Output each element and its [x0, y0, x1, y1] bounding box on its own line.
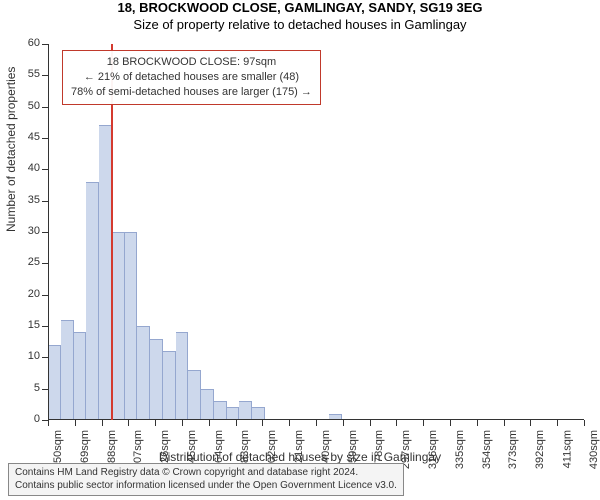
y-tick-label: 20 — [12, 288, 40, 300]
x-tick — [262, 420, 263, 426]
histogram-bar — [112, 232, 125, 420]
x-axis-line — [48, 419, 584, 420]
info-line-size: 18 BROCKWOOD CLOSE: 97sqm — [71, 55, 312, 70]
credit-line-2: Contains public sector information licen… — [15, 480, 397, 493]
x-tick — [128, 420, 129, 426]
y-tick-label: 45 — [12, 131, 40, 143]
chart-title: 18, BROCKWOOD CLOSE, GAMLINGAY, SANDY, S… — [0, 0, 600, 15]
histogram-bar — [188, 370, 201, 420]
histogram-bar — [150, 339, 163, 420]
info-line-smaller: ← 21% of detached houses are smaller (48… — [71, 70, 312, 85]
x-tick — [48, 420, 49, 426]
histogram-bar — [99, 125, 112, 420]
histogram-bar — [176, 332, 189, 420]
x-tick — [396, 420, 397, 426]
histogram-bar — [137, 326, 150, 420]
histogram-bar — [48, 345, 61, 420]
x-tick — [477, 420, 478, 426]
x-tick — [236, 420, 237, 426]
property-info-box: 18 BROCKWOOD CLOSE: 97sqm ← 21% of detac… — [62, 50, 321, 105]
x-tick — [75, 420, 76, 426]
x-tick — [182, 420, 183, 426]
credit-line-1: Contains HM Land Registry data © Crown c… — [15, 467, 397, 480]
y-tick-label: 30 — [12, 225, 40, 237]
x-tick — [530, 420, 531, 426]
x-tick — [557, 420, 558, 426]
y-tick-label: 0 — [12, 413, 40, 425]
y-tick-label: 15 — [12, 319, 40, 331]
y-tick-label: 35 — [12, 194, 40, 206]
x-tick — [316, 420, 317, 426]
x-tick — [155, 420, 156, 426]
x-tick — [504, 420, 505, 426]
y-tick-label: 55 — [12, 68, 40, 80]
histogram-bar — [239, 401, 252, 420]
y-axis-title: Number of detached properties — [4, 67, 18, 232]
histogram-bar — [86, 182, 99, 420]
x-tick — [102, 420, 103, 426]
x-tick — [209, 420, 210, 426]
x-axis-title: Distribution of detached houses by size … — [0, 450, 600, 464]
histogram-bar — [125, 232, 138, 420]
x-tick — [343, 420, 344, 426]
x-tick — [450, 420, 451, 426]
x-tick — [584, 420, 585, 426]
plot-area: 05101520253035404550556050sqm69sqm88sqm1… — [48, 44, 584, 420]
histogram-bar — [201, 389, 214, 420]
histogram-bar — [74, 332, 87, 420]
credit-box: Contains HM Land Registry data © Crown c… — [8, 463, 404, 496]
y-tick-label: 60 — [12, 37, 40, 49]
y-tick-label: 50 — [12, 100, 40, 112]
y-axis-line — [48, 44, 49, 420]
y-tick-label: 5 — [12, 382, 40, 394]
histogram-bar — [214, 401, 227, 420]
x-tick — [423, 420, 424, 426]
info-line-larger: 78% of semi-detached houses are larger (… — [71, 85, 312, 100]
chart-subtitle: Size of property relative to detached ho… — [0, 17, 600, 32]
x-tick — [370, 420, 371, 426]
y-tick-label: 10 — [12, 350, 40, 362]
histogram-bar — [163, 351, 176, 420]
y-tick-label: 25 — [12, 256, 40, 268]
histogram-bar — [61, 320, 74, 420]
y-tick-label: 40 — [12, 162, 40, 174]
x-tick — [289, 420, 290, 426]
